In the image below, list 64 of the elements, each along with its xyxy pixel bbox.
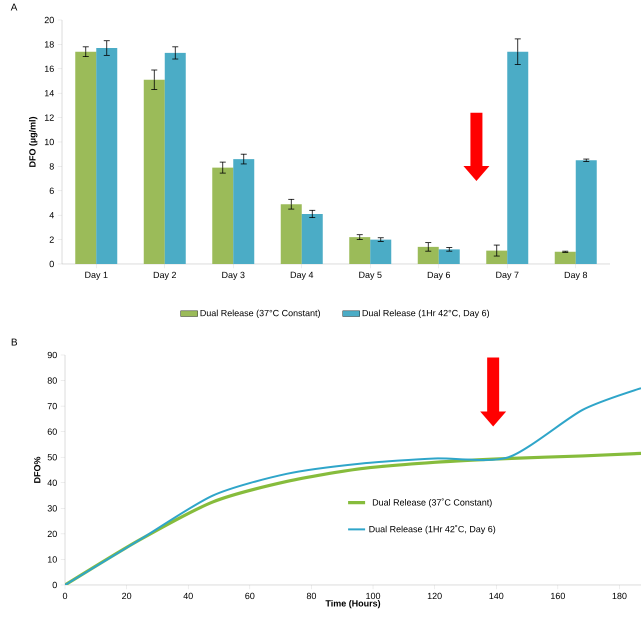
y-tick-label: 16 (44, 66, 54, 72)
x-tick-label: Day 7 (496, 272, 518, 280)
y-tick-label: 6 (50, 188, 54, 194)
y-tick-label: 2 (50, 236, 54, 243)
bar (75, 52, 96, 264)
y-tick-label: 10 (48, 556, 57, 563)
y-tick-label: 60 (48, 428, 57, 435)
x-tick-label: Day 1 (85, 272, 108, 280)
y-tick-label: 10 (44, 138, 54, 146)
y-tick-label: 12 (44, 114, 54, 121)
bar (280, 204, 302, 264)
bar (144, 80, 165, 264)
bar (554, 252, 576, 264)
y-tick-label: 90 (48, 352, 57, 358)
bar (576, 160, 597, 264)
y-tick-label: 20 (48, 530, 57, 538)
x-tick-label: 80 (306, 592, 316, 600)
x-axis-title: Time (Hours) (326, 600, 380, 608)
x-tick-label: Day 2 (154, 272, 176, 280)
y-tick-label: 20 (44, 16, 54, 24)
x-tick-label: 100 (366, 592, 380, 600)
y-tick-label: 50 (48, 454, 57, 460)
legend-label: Dual Release (37˚C Constant) (372, 498, 492, 508)
bar (164, 52, 186, 264)
bar (370, 240, 392, 264)
y-axis-title: DFO% (34, 456, 40, 483)
y-tick-label: 0 (52, 582, 57, 588)
bar (507, 52, 528, 264)
x-tick-label: 180 (612, 592, 627, 600)
x-tick-label: Day 5 (359, 272, 382, 280)
bar (96, 48, 118, 264)
x-tick-label: Day 8 (564, 272, 588, 280)
bar (302, 214, 323, 264)
y-tick-label: 4 (49, 212, 54, 218)
y-tick-label: 0 (50, 260, 54, 268)
chart-title: A (10, 4, 18, 10)
y-axis-title: DFO (µg/ml) (29, 116, 38, 167)
legend-label: Dual Release (1Hr 42°C, Day 6) (362, 310, 490, 318)
x-tick-label: Day 3 (222, 272, 245, 280)
x-tick-label: 160 (551, 592, 565, 600)
bar (418, 246, 439, 264)
y-tick-label: 8 (50, 163, 54, 170)
y-tick-label: 18 (44, 41, 54, 48)
bar (438, 249, 460, 264)
x-tick-label: Day 4 (290, 272, 314, 280)
x-tick-label: 60 (245, 592, 254, 600)
legend-label: Dual Release (1Hr 42˚C, Day 6) (369, 524, 496, 534)
y-tick-label: 40 (47, 480, 57, 486)
x-tick-label: 0 (62, 592, 68, 600)
x-tick-label: 120 (428, 592, 442, 600)
bar (233, 159, 254, 264)
chart-title: B (12, 338, 18, 346)
y-tick-label: 30 (48, 505, 57, 512)
x-tick-label: 40 (183, 592, 193, 600)
legend-label: Dual Release (37°C Constant) (200, 310, 320, 318)
y-tick-label: 80 (48, 377, 57, 384)
x-tick-label: 140 (489, 592, 504, 600)
y-tick-label: 14 (44, 90, 54, 96)
y-tick-label: 70 (48, 402, 57, 410)
bar (349, 237, 370, 264)
bar (486, 250, 508, 264)
x-tick-label: Day 6 (428, 272, 450, 280)
bar (212, 168, 234, 264)
x-tick-label: 20 (122, 592, 132, 600)
